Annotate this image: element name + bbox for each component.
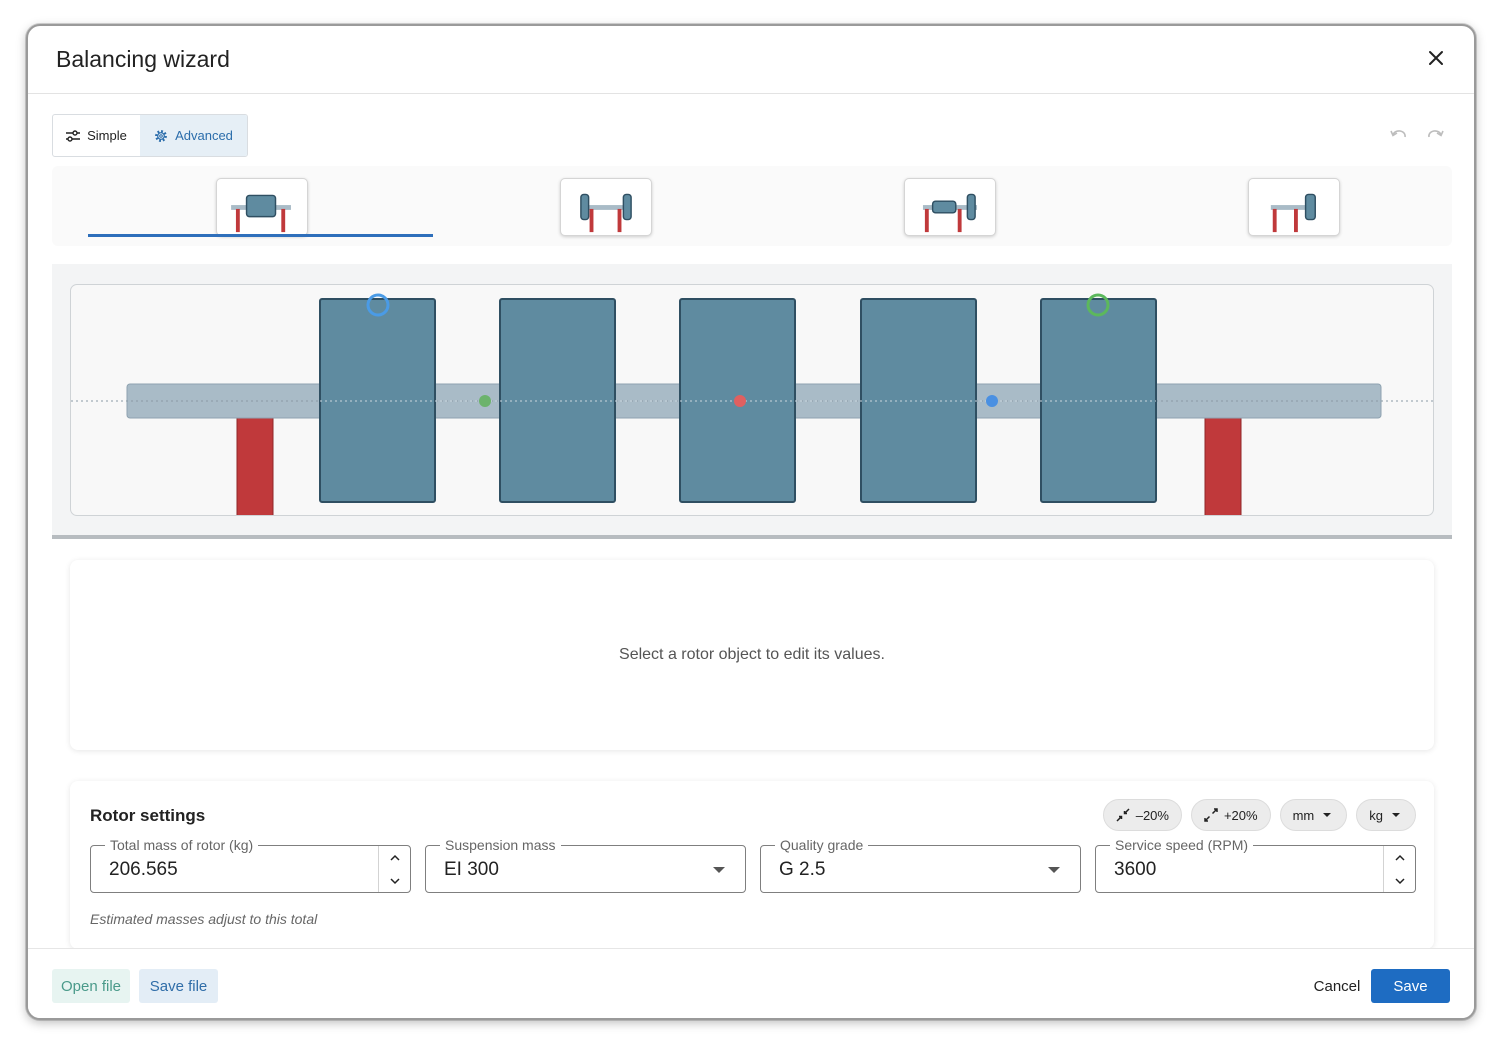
total-mass-decrement[interactable] bbox=[379, 869, 410, 892]
service-speed-spinner bbox=[1383, 846, 1415, 892]
close-button[interactable] bbox=[1424, 46, 1448, 70]
total-mass-label: Total mass of rotor (kg) bbox=[105, 836, 259, 854]
left-bearing[interactable] bbox=[236, 417, 274, 516]
total-mass-value: 206.565 bbox=[109, 859, 178, 880]
advanced-mode-label: Advanced bbox=[175, 128, 233, 143]
simple-mode-button[interactable]: Simple bbox=[53, 115, 140, 156]
rotor-settings-title: Rotor settings bbox=[90, 806, 206, 825]
caret-down-icon bbox=[1323, 813, 1332, 817]
redo-icon[interactable] bbox=[1426, 127, 1444, 141]
total-mass-spinner bbox=[378, 846, 410, 892]
save-file-button[interactable]: Save file bbox=[139, 969, 218, 1003]
expand-icon bbox=[1204, 808, 1218, 822]
open-file-button[interactable]: Open file bbox=[52, 969, 130, 1003]
caret-down-icon bbox=[1392, 813, 1400, 817]
mass-unit-dropdown[interactable]: kg bbox=[1356, 799, 1416, 831]
rotor-visualization-frame bbox=[70, 284, 1434, 516]
rotor-overhung-one-side-icon bbox=[922, 193, 978, 233]
service-speed-decrement[interactable] bbox=[1384, 869, 1415, 892]
shrink-20-button[interactable]: –20% bbox=[1102, 799, 1182, 831]
rotor-settings-chips: –20% +20% mm kg bbox=[1102, 799, 1416, 831]
measurement-dot-blue[interactable] bbox=[986, 395, 998, 407]
suspension-mass-value: EI 300 bbox=[444, 859, 499, 880]
mass-unit-label: kg bbox=[1369, 807, 1383, 823]
service-speed-value: 3600 bbox=[1114, 859, 1157, 880]
dialog-header: Balancing wizard bbox=[28, 26, 1474, 94]
rotor-diagram bbox=[71, 293, 1433, 516]
suspension-mass-label: Suspension mass bbox=[440, 836, 561, 854]
empty-selection-message: Select a rotor object to edit its values… bbox=[619, 646, 885, 663]
caret-down-icon bbox=[713, 867, 725, 873]
preset-overhung-one-side[interactable] bbox=[904, 178, 996, 236]
right-bearing[interactable] bbox=[1204, 417, 1242, 516]
rotor-disc-5[interactable] bbox=[1040, 298, 1157, 503]
grow-20-button[interactable]: +20% bbox=[1190, 799, 1271, 831]
suspension-mass-select[interactable]: Suspension mass EI 300 bbox=[425, 836, 746, 893]
service-speed-field[interactable]: Service speed (RPM) 3600 bbox=[1095, 836, 1416, 893]
chevron-down-icon bbox=[1394, 877, 1405, 884]
rotor-center-overhung-icon bbox=[231, 194, 291, 233]
advanced-mode-button[interactable]: Advanced bbox=[140, 115, 247, 156]
service-speed-label: Service speed (RPM) bbox=[1110, 836, 1254, 854]
rotor-settings-panel: Rotor settings –20% +20% mm kg bbox=[70, 781, 1434, 949]
chevron-down-icon bbox=[389, 877, 400, 884]
shrink-20-label: –20% bbox=[1135, 807, 1169, 823]
selected-preset-indicator bbox=[88, 234, 433, 237]
dialog-footer: Open file Save file Cancel Save bbox=[28, 948, 1474, 1018]
caret-down-icon bbox=[1048, 867, 1060, 873]
service-speed-increment[interactable] bbox=[1384, 846, 1415, 869]
measurement-dot-green[interactable] bbox=[479, 395, 491, 407]
rotor-single-end-icon bbox=[1270, 193, 1316, 233]
cancel-button[interactable]: Cancel bbox=[1313, 977, 1361, 995]
quality-grade-select[interactable]: Quality grade G 2.5 bbox=[760, 836, 1081, 893]
quality-grade-value: G 2.5 bbox=[779, 859, 826, 880]
rotor-visualization-area bbox=[52, 264, 1452, 539]
rotor-disc-1[interactable] bbox=[319, 298, 436, 503]
length-unit-dropdown[interactable]: mm bbox=[1279, 799, 1348, 831]
shrink-icon bbox=[1116, 808, 1130, 822]
measurement-dot-red[interactable] bbox=[734, 395, 746, 407]
rotor-between-bearings-icon bbox=[580, 193, 632, 233]
simple-mode-label: Simple bbox=[87, 128, 127, 143]
mode-toggle: Simple Advanced bbox=[52, 114, 248, 157]
preset-single-end[interactable] bbox=[1248, 178, 1340, 236]
chevron-up-icon bbox=[1394, 854, 1405, 861]
total-mass-helper-text: Estimated masses adjust to this total bbox=[90, 911, 318, 927]
rotor-disc-2[interactable] bbox=[499, 298, 616, 503]
dialog-title: Balancing wizard bbox=[56, 46, 230, 72]
gear-icon bbox=[155, 129, 167, 142]
preset-between-bearings[interactable] bbox=[560, 178, 652, 236]
save-button[interactable]: Save bbox=[1371, 969, 1450, 1003]
grow-20-label: +20% bbox=[1223, 807, 1258, 823]
rotor-disc-4[interactable] bbox=[860, 298, 977, 503]
sliders-icon bbox=[66, 129, 81, 142]
quality-grade-label: Quality grade bbox=[775, 836, 869, 854]
balance-plane-ring-marker-blue[interactable] bbox=[366, 293, 390, 317]
length-unit-label: mm bbox=[1292, 807, 1315, 823]
undo-icon[interactable] bbox=[1390, 127, 1408, 141]
balance-plane-ring-marker-green[interactable] bbox=[1086, 293, 1110, 317]
rotor-preset-strip bbox=[52, 166, 1452, 246]
object-edit-panel: Select a rotor object to edit its values… bbox=[70, 560, 1434, 750]
total-mass-field[interactable]: Total mass of rotor (kg) 206.565 bbox=[90, 836, 411, 893]
preset-center-overhung[interactable] bbox=[216, 178, 308, 236]
total-mass-increment[interactable] bbox=[379, 846, 410, 869]
close-icon bbox=[1429, 51, 1443, 65]
balancing-wizard-dialog: Balancing wizard Simple Advanced bbox=[26, 24, 1476, 1020]
chevron-up-icon bbox=[389, 854, 400, 861]
